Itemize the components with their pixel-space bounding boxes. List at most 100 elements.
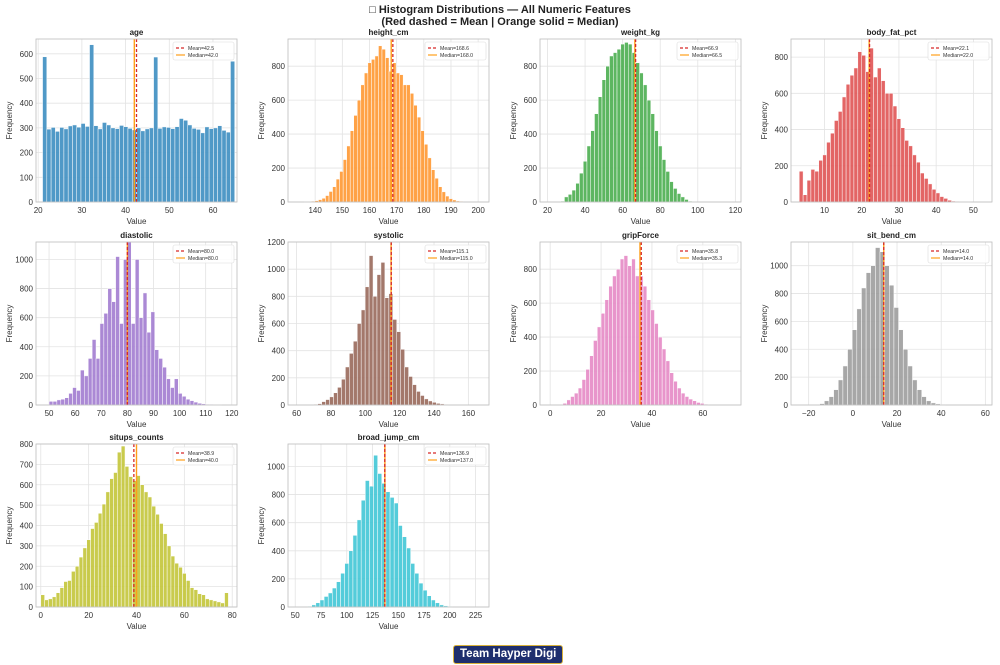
x-tick-label: 40 [937, 409, 946, 418]
histogram-bar [55, 131, 60, 203]
histogram-bar [337, 387, 342, 406]
histogram-bar [684, 396, 690, 406]
histogram-bar [178, 567, 183, 608]
histogram-bar [431, 169, 436, 203]
x-tick-label: 100 [359, 409, 373, 418]
histogram-panel-height-cm: 140 150 160 170 180 190 200 0 200 400 600 800 height… [257, 28, 490, 226]
legend-median-label: Median=40.0 [188, 458, 218, 464]
x-tick-label: 120 [729, 206, 743, 215]
histogram-bar [943, 198, 948, 203]
histogram-bar [44, 599, 49, 608]
y-tick-label: 200 [272, 575, 286, 584]
plot-frame [287, 241, 490, 406]
histogram-bar [842, 365, 848, 406]
histogram-bar [931, 189, 937, 203]
histogram-bar [174, 378, 179, 406]
x-tick-label: 60 [981, 409, 990, 418]
histogram-bar [186, 580, 191, 608]
histogram-bar [80, 369, 85, 406]
histogram-bar [654, 323, 659, 406]
legend-mean-label: Mean=80.0 [188, 249, 214, 255]
histogram-bar [609, 55, 614, 203]
y-tick-label: 200 [20, 149, 34, 158]
histogram-bar [187, 124, 193, 203]
histogram-bar [406, 547, 411, 608]
x-tick-label: 40 [121, 206, 130, 215]
histogram-bar [896, 118, 902, 203]
histogram-bar [50, 127, 56, 203]
histogram-bar [623, 255, 629, 406]
histogram-bar [680, 392, 686, 406]
histogram-bar [597, 326, 602, 406]
histogram-bar [99, 323, 105, 406]
histogram-bar [220, 602, 225, 608]
histogram-bar [349, 353, 354, 406]
histogram-panel-situps-counts: 0 20 40 60 800100200300400500600700800situps… [5, 433, 238, 631]
legend-median-label: Median=137.0 [440, 458, 473, 464]
y-tick-label: 800 [272, 62, 286, 71]
x-tick-label: 20 [84, 611, 93, 620]
x-axis-label: Value [631, 420, 651, 429]
histogram-bar [346, 145, 351, 203]
histogram-bar [888, 93, 894, 203]
panel-title: systolic [374, 231, 404, 240]
x-tick-label: 100 [173, 409, 187, 418]
histogram-bar [357, 99, 362, 203]
histogram-bar [851, 329, 858, 406]
histogram-bar [830, 132, 835, 203]
histogram-bar [601, 79, 606, 203]
histogram-bar [134, 259, 140, 406]
histogram-bar [204, 126, 210, 203]
histogram-bar [420, 395, 425, 406]
legend-mean-label: Mean=66.9 [692, 46, 718, 52]
histogram-bar [916, 389, 923, 406]
x-axis-label: Value [127, 420, 147, 429]
histogram-bar [84, 375, 89, 406]
y-tick-label: 400 [20, 522, 34, 531]
histogram-bar [86, 539, 91, 608]
histogram-bar [616, 48, 622, 203]
histogram-bar [877, 67, 882, 203]
histogram-bar [356, 323, 362, 406]
histogram-bar [196, 129, 201, 203]
histogram-bar [123, 126, 129, 203]
legend-mean-label: Mean=14.0 [943, 249, 969, 255]
histogram-bar [605, 65, 610, 203]
y-tick-label: 0 [281, 198, 286, 207]
histogram-bar [174, 126, 180, 203]
y-tick-label: 800 [20, 285, 34, 294]
x-tick-label: 190 [444, 206, 458, 215]
histogram-bar [52, 596, 57, 608]
x-tick-label: 40 [581, 206, 590, 215]
histogram-bar [56, 399, 62, 406]
y-tick-label: 400 [775, 345, 789, 354]
histogram-bar [908, 145, 913, 203]
histogram-bar [166, 545, 172, 608]
histogram-bar [208, 599, 214, 608]
y-tick-label: 0 [533, 198, 538, 207]
histogram-bar [208, 128, 214, 203]
legend-mean-label: Mean=168.6 [440, 46, 469, 52]
histogram-bar [904, 140, 909, 203]
histogram-bar [881, 80, 886, 203]
histogram-bar [101, 503, 107, 608]
x-tick-label: 170 [390, 206, 404, 215]
histogram-bar [221, 130, 227, 203]
histogram-bar [374, 55, 379, 203]
histogram-bar [677, 387, 682, 406]
histogram-bar [806, 180, 812, 203]
histogram-bar [912, 379, 918, 406]
histogram-bar [627, 265, 632, 406]
histogram-bar [635, 275, 640, 406]
y-tick-label: 600 [272, 519, 286, 528]
histogram-bar [396, 331, 401, 406]
histogram-bar [142, 292, 148, 406]
histogram-bar [166, 127, 171, 203]
y-tick-label: 0 [29, 401, 34, 410]
histogram-bar [589, 355, 594, 406]
y-tick-label: 200 [20, 562, 34, 571]
histogram-bar [365, 480, 370, 608]
